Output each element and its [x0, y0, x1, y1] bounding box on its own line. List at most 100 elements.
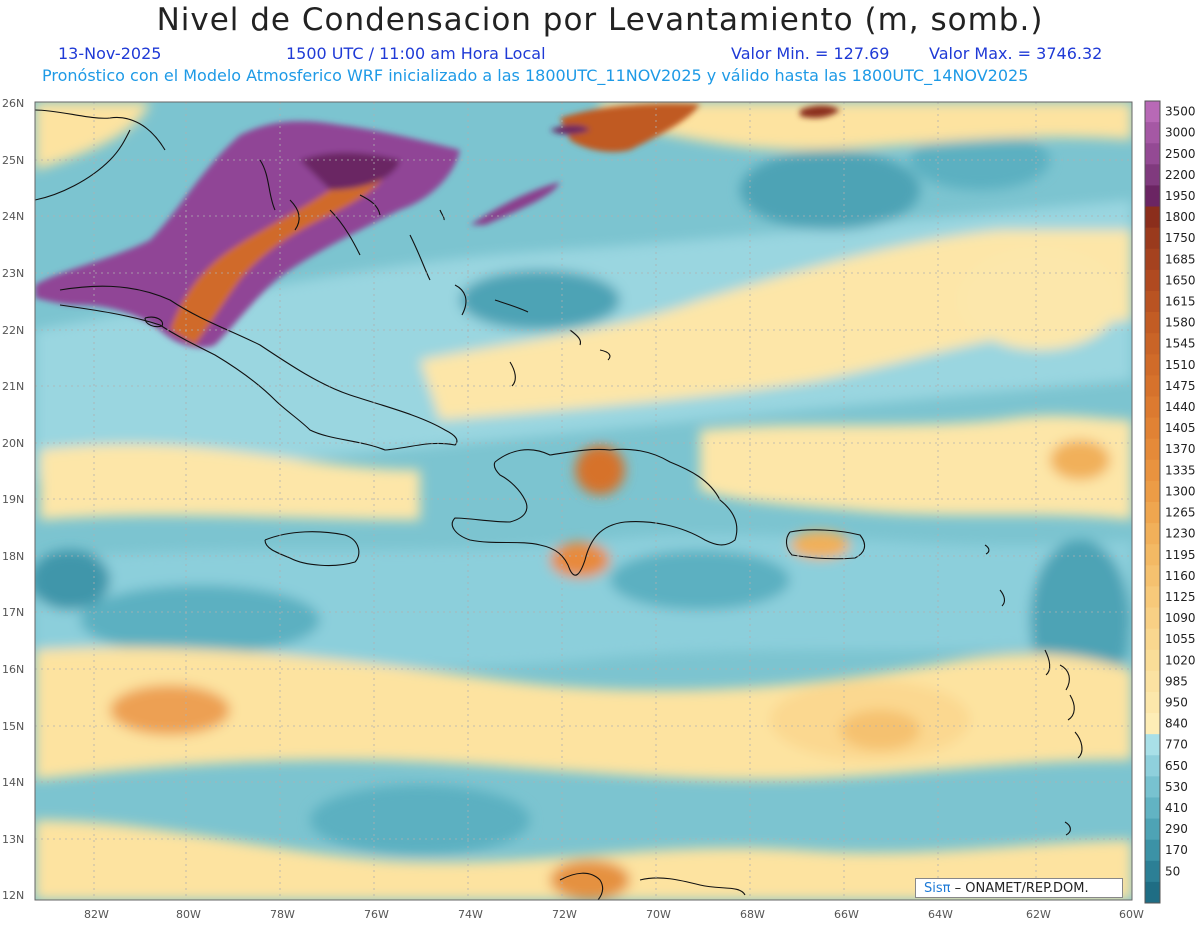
credit-brand: Sisπ: [924, 881, 951, 896]
credit-box: Sisπ – ONAMET/REP.DOM.: [915, 878, 1123, 898]
colorbar-swatch: [1145, 734, 1160, 756]
colorbar-label: 1195: [1165, 548, 1196, 562]
lon-label: 80W: [176, 908, 201, 921]
colorbar-swatch: [1145, 375, 1160, 397]
lat-label: 17N: [2, 606, 24, 619]
colorbar-swatch: [1145, 649, 1160, 672]
colorbar-label: 1800: [1165, 210, 1196, 224]
colorbar-label: 50: [1165, 864, 1180, 878]
colorbar-swatch: [1145, 354, 1160, 376]
colorbar-label: 1580: [1165, 316, 1196, 330]
colorbar-label: 3500: [1165, 105, 1196, 119]
colorbar-label: 1370: [1165, 442, 1196, 456]
colorbar-swatch: [1145, 607, 1160, 630]
lcl-field: [35, 102, 1132, 900]
colorbar-label: 1090: [1165, 611, 1196, 625]
lon-label: 60W: [1119, 908, 1144, 921]
lat-label: 14N: [2, 776, 24, 789]
colorbar-swatch: [1145, 312, 1160, 334]
map-frame: [34, 101, 1133, 901]
colorbar-label: 2200: [1165, 168, 1196, 182]
colorbar-swatch: [1145, 755, 1160, 777]
lon-label: 78W: [270, 908, 295, 921]
lat-label: 19N: [2, 493, 24, 506]
colorbar-label: 1055: [1165, 632, 1196, 646]
coastline: [35, 109, 1083, 900]
colorbar-label: 1125: [1165, 590, 1196, 604]
colorbar-swatch: [1145, 438, 1160, 461]
colorbar-label: 1265: [1165, 506, 1196, 520]
colorbar-swatch: [1145, 459, 1160, 482]
colorbar-swatch: [1145, 396, 1160, 419]
colorbar-label: 840: [1165, 717, 1188, 731]
colorbar-frame: [1144, 100, 1161, 904]
colorbar-label: 650: [1165, 759, 1188, 773]
lat-label: 26N: [2, 97, 24, 110]
colorbar-swatch: [1145, 691, 1160, 714]
colorbar-label: 1475: [1165, 379, 1196, 393]
lat-label: 13N: [2, 833, 24, 846]
colorbar-swatch: [1145, 860, 1160, 883]
colorbar-swatch: [1145, 227, 1160, 250]
model-info: Pronóstico con el Modelo Atmosferico WRF…: [42, 66, 1029, 85]
colorbar-swatch: [1145, 185, 1160, 208]
colorbar-swatch: [1145, 544, 1160, 566]
lon-label: 74W: [458, 908, 483, 921]
colorbar-label: 290: [1165, 822, 1188, 836]
colorbar-swatch: [1145, 818, 1160, 841]
graticule: [35, 102, 1132, 900]
colorbar-label: 1300: [1165, 484, 1196, 498]
lon-label: 64W: [928, 908, 953, 921]
colorbar-swatch: [1145, 480, 1160, 503]
lon-label: 82W: [84, 908, 109, 921]
forecast-time: 1500 UTC / 11:00 am Hora Local: [286, 44, 546, 63]
colorbar-swatch: [1145, 839, 1160, 862]
lat-label: 25N: [2, 154, 24, 167]
colorbar-label: 950: [1165, 696, 1188, 710]
lat-label: 23N: [2, 267, 24, 280]
colorbar-label: 770: [1165, 738, 1188, 752]
lon-label: 76W: [364, 908, 389, 921]
colorbar-swatch: [1145, 417, 1160, 440]
colorbar-swatch: [1145, 206, 1160, 229]
colorbar-label: 1020: [1165, 653, 1196, 667]
lon-label: 66W: [834, 908, 859, 921]
map-title: Nivel de Condensacion por Levantamiento …: [156, 2, 1044, 38]
lat-label: 16N: [2, 663, 24, 676]
colorbar-label: 1335: [1165, 463, 1196, 477]
colorbar-label: 1685: [1165, 252, 1196, 266]
colorbar-swatch: [1145, 776, 1160, 798]
lat-label: 22N: [2, 324, 24, 337]
colorbar-swatch: [1145, 881, 1160, 904]
colorbar-swatch: [1145, 290, 1160, 313]
colorbar-swatch: [1145, 586, 1160, 609]
colorbar-swatch: [1145, 269, 1160, 292]
colorbar-swatch: [1145, 502, 1160, 524]
lat-label: 24N: [2, 210, 24, 223]
colorbar-swatch: [1145, 143, 1160, 165]
colorbar-label: 410: [1165, 801, 1188, 815]
colorbar-label: 1950: [1165, 189, 1196, 203]
colorbar-label: 1230: [1165, 527, 1196, 541]
lon-label: 62W: [1026, 908, 1051, 921]
colorbar-swatch: [1145, 670, 1160, 693]
colorbar-swatch: [1145, 565, 1160, 587]
credit-text: – ONAMET/REP.DOM.: [950, 881, 1089, 896]
colorbar-swatch: [1145, 248, 1160, 271]
colorbar-label: 1160: [1165, 569, 1196, 583]
colorbar-label: 3000: [1165, 126, 1196, 140]
colorbar-label: 1615: [1165, 295, 1196, 309]
max-value: Valor Max. = 3746.32: [929, 44, 1103, 63]
colorbar-swatch: [1145, 164, 1160, 186]
colorbar-label: 1545: [1165, 337, 1196, 351]
colorbar-swatch: [1145, 713, 1160, 735]
lon-label: 68W: [740, 908, 765, 921]
colorbar-swatch: [1145, 523, 1160, 545]
colorbar-label: 1440: [1165, 400, 1196, 414]
colorbar-label: 1650: [1165, 273, 1196, 287]
colorbar-swatch: [1145, 333, 1160, 355]
colorbar-label: 1750: [1165, 231, 1196, 245]
lat-axis: 26N 25N 24N 23N 22N 21N 20N 19N 18N 17N …: [2, 97, 24, 902]
colorbar-swatch: [1145, 122, 1160, 144]
